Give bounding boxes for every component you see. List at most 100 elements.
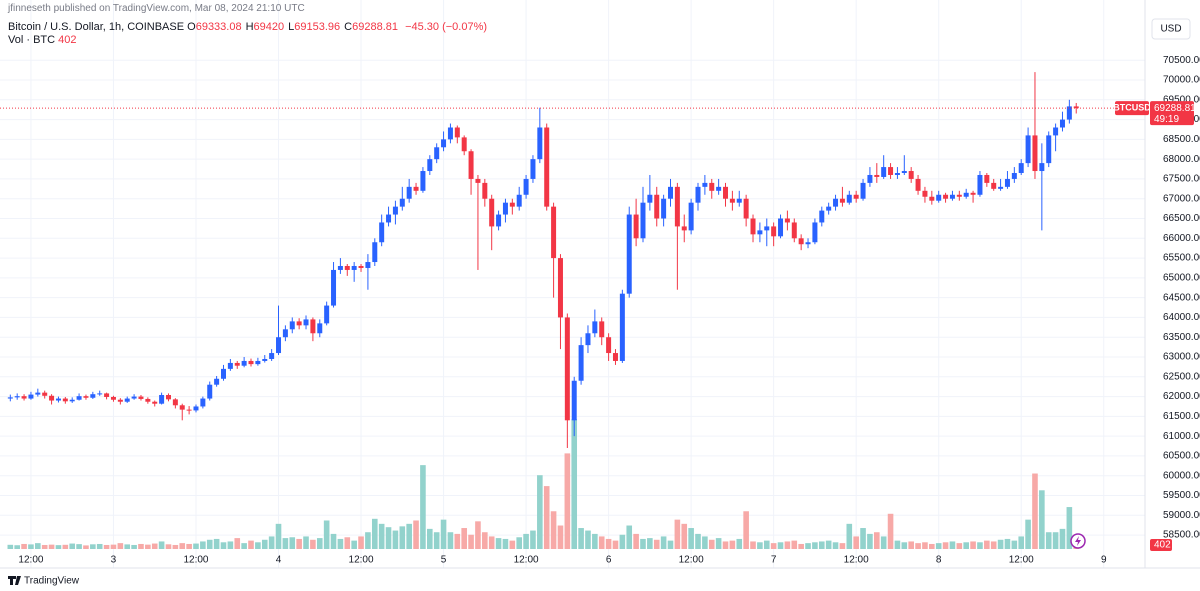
volume-bar: [688, 528, 694, 549]
volume-bar: [557, 525, 564, 549]
volume-bar: [83, 545, 89, 549]
volume-bar: [571, 419, 578, 549]
volume-bar: [674, 519, 681, 549]
y-tick-label: 66500.00: [1163, 213, 1200, 224]
candle-body: [888, 167, 894, 175]
volume-bar: [378, 523, 385, 549]
candle-body: [606, 337, 612, 354]
candle-body: [956, 194, 962, 197]
candle-body: [943, 194, 949, 199]
price-pane: [7, 72, 1079, 449]
candle-body: [441, 139, 447, 148]
candle-body: [1073, 106, 1079, 109]
brand-logo: [8, 576, 21, 585]
candle-body: [592, 321, 598, 334]
candle-body: [991, 182, 997, 189]
candle-body: [379, 222, 385, 243]
candle-body: [496, 214, 502, 227]
x-tick-label: 12:00: [679, 555, 704, 566]
candle-body: [447, 127, 453, 140]
volume-pane: [7, 419, 1080, 549]
volume-bar: [482, 532, 488, 549]
candle-body: [482, 182, 488, 199]
candle-body: [908, 171, 914, 179]
x-tick-label: 6: [606, 555, 612, 566]
y-tick-label: 60500.00: [1163, 451, 1200, 462]
volume-bar: [255, 542, 261, 549]
candle-body: [874, 174, 880, 177]
candle-body: [1039, 163, 1045, 172]
volume-bar: [392, 530, 399, 549]
y-tick-label: 59500.00: [1163, 490, 1200, 501]
volume-bar: [90, 544, 96, 549]
candle-body: [681, 226, 687, 231]
candle-body: [619, 293, 625, 361]
volume-bar: [117, 543, 124, 549]
volume-bar: [145, 544, 151, 549]
volume-bar: [667, 540, 674, 549]
candle-body: [915, 178, 921, 191]
x-tick-label: 12:00: [1009, 555, 1034, 566]
candle-body: [826, 206, 832, 211]
volume-bar: [14, 545, 20, 549]
volume-bar: [138, 543, 144, 549]
volume-bar: [110, 544, 117, 549]
candle-body: [42, 392, 48, 396]
candle-body: [578, 345, 584, 381]
candle-body: [461, 137, 467, 152]
volume-bar: [770, 543, 777, 549]
candle-body: [1004, 178, 1010, 187]
volume-bar: [929, 543, 935, 549]
volume-bar: [777, 542, 784, 549]
volume-bar: [660, 536, 667, 549]
candle-body: [791, 222, 797, 239]
candle-body: [1011, 173, 1017, 179]
volume-bar: [1059, 528, 1066, 549]
ohlc-value: 69288.81: [352, 21, 398, 33]
candle-body: [35, 392, 41, 395]
volume-bar: [206, 539, 213, 549]
volume-bar: [468, 534, 474, 549]
volume-bar: [763, 540, 770, 549]
volume-bar: [296, 538, 302, 549]
volume-bar: [495, 538, 502, 549]
candle-body: [839, 198, 845, 203]
volume-bar: [1018, 536, 1025, 549]
volume-bar: [516, 537, 523, 549]
candle-body: [186, 409, 192, 411]
candle-body: [489, 198, 495, 227]
x-tick-label: 12:00: [183, 555, 208, 566]
candle-body: [599, 321, 605, 338]
volume-bar: [894, 540, 901, 549]
volume-bar: [564, 453, 571, 549]
candle-body: [729, 198, 735, 203]
candle-body: [750, 218, 756, 235]
candle-body: [819, 210, 825, 223]
candle-body: [358, 265, 364, 268]
candle-body: [276, 337, 282, 354]
volume-legend: Vol · BTC 402: [8, 34, 77, 46]
candle-body: [977, 174, 983, 195]
volume-bar: [537, 475, 543, 549]
volume-bar: [303, 536, 309, 549]
candle-body: [200, 398, 206, 407]
volume-bar: [1066, 507, 1073, 549]
candle-body: [723, 186, 729, 199]
candle-body: [922, 190, 928, 197]
volume-bar: [151, 543, 158, 549]
candle-body: [454, 127, 460, 138]
candle-body: [502, 202, 508, 215]
candle-body: [296, 321, 302, 326]
volume-bar: [647, 538, 653, 549]
currency-button[interactable]: [1151, 18, 1191, 40]
volume-bar: [62, 544, 69, 549]
volume-bar: [915, 543, 921, 549]
y-tick-label: 59000.00: [1163, 510, 1200, 521]
candle-body: [757, 230, 763, 235]
volume-bar: [653, 539, 660, 549]
y-tick-label: 70500.00: [1163, 55, 1200, 66]
volume-bar: [874, 532, 880, 549]
